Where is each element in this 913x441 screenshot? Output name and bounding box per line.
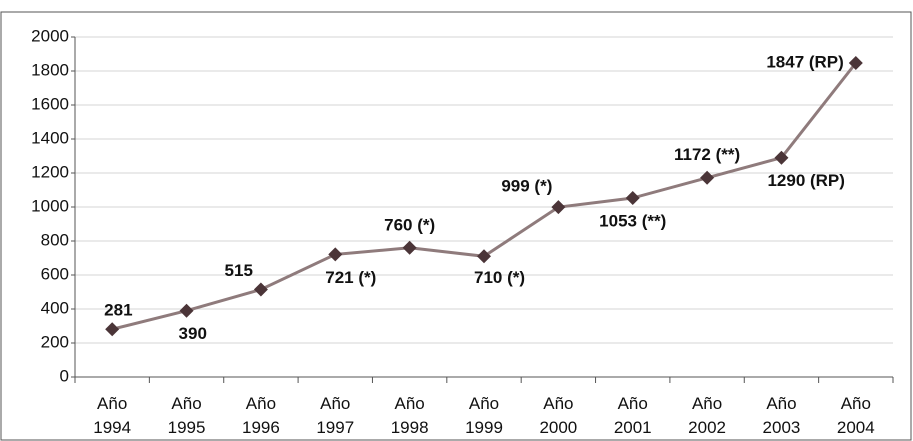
data-label: 515 bbox=[225, 261, 253, 280]
marker bbox=[848, 56, 863, 71]
chart-frame bbox=[0, 11, 912, 441]
marker bbox=[328, 247, 343, 262]
marker bbox=[774, 150, 789, 165]
y-tick-label: 1200 bbox=[31, 162, 69, 181]
x-tick-label: Año 2004 bbox=[837, 394, 875, 437]
data-label: 1172 (**) bbox=[674, 145, 740, 164]
x-tick-label: Año 1998 bbox=[391, 394, 429, 437]
y-tick-label: 0 bbox=[60, 366, 69, 385]
marker bbox=[700, 170, 715, 185]
y-tick-label: 1800 bbox=[31, 60, 69, 79]
data-label: 1847 (RP) bbox=[766, 52, 843, 71]
data-label: 721 (*) bbox=[325, 268, 376, 287]
data-label: 390 bbox=[179, 324, 207, 343]
x-tick-label: Año 2002 bbox=[688, 394, 726, 437]
y-tick-label: 600 bbox=[41, 264, 69, 283]
x-tick-label: Año 1995 bbox=[168, 394, 206, 437]
data-label: 1290 (RP) bbox=[767, 171, 844, 190]
marker bbox=[551, 200, 566, 215]
data-label: 760 (*) bbox=[384, 215, 435, 234]
y-tick-label: 800 bbox=[41, 230, 69, 249]
data-line bbox=[111, 62, 857, 331]
data-label: 999 (*) bbox=[501, 177, 552, 196]
y-tick-label: 2000 bbox=[31, 26, 69, 45]
x-tick-label: Año 1996 bbox=[242, 394, 280, 437]
data-label: 281 bbox=[104, 301, 132, 320]
marker bbox=[105, 322, 120, 337]
data-label: 1053 (**) bbox=[599, 211, 666, 230]
y-tick-label: 1400 bbox=[31, 128, 69, 147]
data-label: 710 (*) bbox=[474, 268, 525, 287]
x-tick-label: Año 1994 bbox=[93, 394, 131, 437]
marker bbox=[179, 303, 194, 318]
y-tick-label: 400 bbox=[41, 298, 69, 317]
marker bbox=[477, 249, 491, 264]
y-tick-label: 1600 bbox=[31, 94, 69, 113]
marker bbox=[253, 282, 268, 297]
x-tick-label: Año 2003 bbox=[763, 394, 801, 437]
x-tick-label: Año 2000 bbox=[539, 394, 577, 437]
marker bbox=[402, 240, 417, 255]
y-tick-label: 1000 bbox=[31, 196, 69, 215]
x-tick-label: Año 1997 bbox=[316, 394, 354, 437]
x-tick-label: Año 2001 bbox=[614, 394, 652, 437]
marker bbox=[625, 190, 640, 205]
y-tick-label: 200 bbox=[41, 332, 69, 351]
x-tick-label: Año 1999 bbox=[465, 394, 503, 437]
